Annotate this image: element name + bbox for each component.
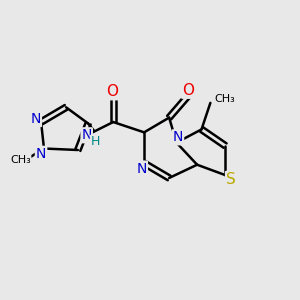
Text: N: N [173,130,183,144]
Text: H: H [90,135,100,148]
Text: CH₃: CH₃ [10,155,31,165]
Text: CH₃: CH₃ [214,94,235,104]
Text: N: N [36,147,46,161]
Text: O: O [106,84,118,99]
Text: N: N [31,112,41,126]
Text: N: N [82,128,92,142]
Text: N: N [136,161,147,176]
Text: S: S [226,172,236,187]
Text: O: O [182,83,194,98]
